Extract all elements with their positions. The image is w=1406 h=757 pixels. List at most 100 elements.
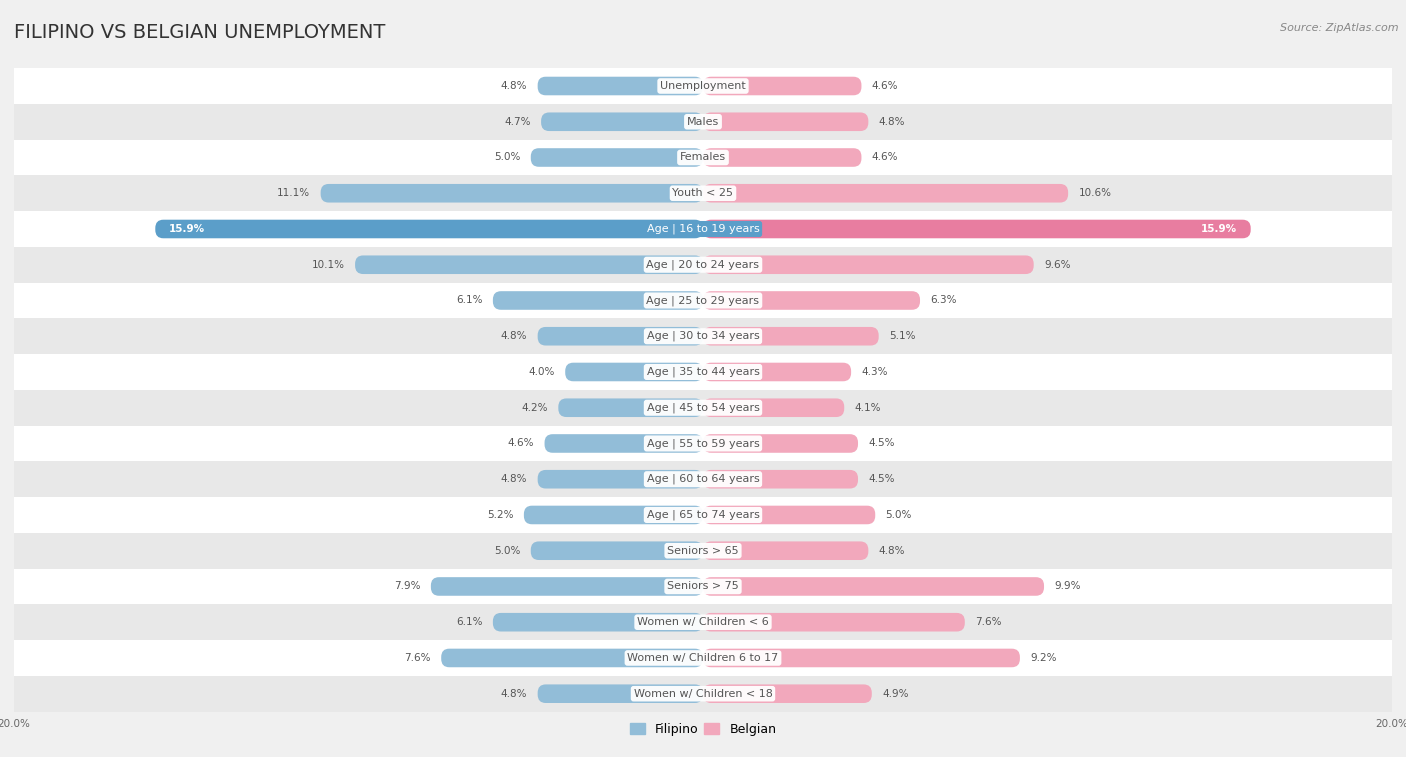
Text: 6.1%: 6.1% xyxy=(456,617,482,628)
Bar xyxy=(14,211,1392,247)
Text: 4.8%: 4.8% xyxy=(879,117,905,126)
Text: 4.8%: 4.8% xyxy=(501,689,527,699)
Bar xyxy=(14,425,1392,461)
Text: 10.1%: 10.1% xyxy=(312,260,344,269)
Text: 15.9%: 15.9% xyxy=(169,224,205,234)
Text: 4.9%: 4.9% xyxy=(882,689,908,699)
Text: Age | 65 to 74 years: Age | 65 to 74 years xyxy=(647,509,759,520)
FancyBboxPatch shape xyxy=(537,327,703,345)
Text: 5.0%: 5.0% xyxy=(494,152,520,163)
Text: 9.6%: 9.6% xyxy=(1045,260,1070,269)
FancyBboxPatch shape xyxy=(703,327,879,345)
FancyBboxPatch shape xyxy=(703,220,1251,238)
Text: 4.8%: 4.8% xyxy=(501,332,527,341)
Text: Seniors > 75: Seniors > 75 xyxy=(666,581,740,591)
Bar xyxy=(14,282,1392,319)
Text: 5.1%: 5.1% xyxy=(889,332,915,341)
Text: Age | 55 to 59 years: Age | 55 to 59 years xyxy=(647,438,759,449)
Text: 9.9%: 9.9% xyxy=(1054,581,1081,591)
Text: 4.0%: 4.0% xyxy=(529,367,555,377)
Text: 4.8%: 4.8% xyxy=(501,81,527,91)
Text: Youth < 25: Youth < 25 xyxy=(672,188,734,198)
Text: 4.3%: 4.3% xyxy=(862,367,889,377)
Text: 4.7%: 4.7% xyxy=(505,117,531,126)
FancyBboxPatch shape xyxy=(703,470,858,488)
FancyBboxPatch shape xyxy=(541,113,703,131)
Bar xyxy=(14,604,1392,640)
FancyBboxPatch shape xyxy=(321,184,703,203)
FancyBboxPatch shape xyxy=(703,613,965,631)
FancyBboxPatch shape xyxy=(531,541,703,560)
Bar xyxy=(14,104,1392,139)
Bar xyxy=(14,676,1392,712)
FancyBboxPatch shape xyxy=(703,435,858,453)
FancyBboxPatch shape xyxy=(703,148,862,167)
Text: 4.6%: 4.6% xyxy=(508,438,534,448)
Text: Age | 60 to 64 years: Age | 60 to 64 years xyxy=(647,474,759,484)
FancyBboxPatch shape xyxy=(494,291,703,310)
Text: 7.6%: 7.6% xyxy=(405,653,430,663)
FancyBboxPatch shape xyxy=(703,506,875,525)
FancyBboxPatch shape xyxy=(703,255,1033,274)
FancyBboxPatch shape xyxy=(494,613,703,631)
FancyBboxPatch shape xyxy=(356,255,703,274)
Text: 7.9%: 7.9% xyxy=(394,581,420,591)
Text: 4.5%: 4.5% xyxy=(869,474,894,484)
Text: FILIPINO VS BELGIAN UNEMPLOYMENT: FILIPINO VS BELGIAN UNEMPLOYMENT xyxy=(14,23,385,42)
FancyBboxPatch shape xyxy=(531,148,703,167)
Bar xyxy=(14,497,1392,533)
Text: 4.8%: 4.8% xyxy=(501,474,527,484)
Text: Age | 30 to 34 years: Age | 30 to 34 years xyxy=(647,331,759,341)
FancyBboxPatch shape xyxy=(524,506,703,525)
Text: 4.6%: 4.6% xyxy=(872,81,898,91)
Text: 15.9%: 15.9% xyxy=(1201,224,1237,234)
FancyBboxPatch shape xyxy=(703,398,844,417)
Bar xyxy=(14,247,1392,282)
FancyBboxPatch shape xyxy=(544,435,703,453)
Bar xyxy=(14,354,1392,390)
Text: 4.1%: 4.1% xyxy=(855,403,882,413)
Text: Women w/ Children < 18: Women w/ Children < 18 xyxy=(634,689,772,699)
Text: 4.5%: 4.5% xyxy=(869,438,894,448)
Text: 11.1%: 11.1% xyxy=(277,188,311,198)
FancyBboxPatch shape xyxy=(558,398,703,417)
FancyBboxPatch shape xyxy=(537,684,703,703)
Text: 5.0%: 5.0% xyxy=(886,510,912,520)
FancyBboxPatch shape xyxy=(155,220,703,238)
Bar xyxy=(14,533,1392,569)
Text: Age | 35 to 44 years: Age | 35 to 44 years xyxy=(647,366,759,377)
Text: Females: Females xyxy=(681,152,725,163)
Text: Age | 20 to 24 years: Age | 20 to 24 years xyxy=(647,260,759,270)
Text: Males: Males xyxy=(688,117,718,126)
FancyBboxPatch shape xyxy=(441,649,703,667)
FancyBboxPatch shape xyxy=(430,577,703,596)
Bar xyxy=(14,461,1392,497)
FancyBboxPatch shape xyxy=(537,76,703,95)
Text: 6.1%: 6.1% xyxy=(456,295,482,306)
Bar xyxy=(14,68,1392,104)
FancyBboxPatch shape xyxy=(703,113,869,131)
FancyBboxPatch shape xyxy=(703,541,869,560)
FancyBboxPatch shape xyxy=(703,76,862,95)
Text: Unemployment: Unemployment xyxy=(661,81,745,91)
FancyBboxPatch shape xyxy=(703,291,920,310)
Text: Women w/ Children 6 to 17: Women w/ Children 6 to 17 xyxy=(627,653,779,663)
Text: 6.3%: 6.3% xyxy=(931,295,957,306)
Text: 9.2%: 9.2% xyxy=(1031,653,1057,663)
Text: 5.0%: 5.0% xyxy=(494,546,520,556)
Bar xyxy=(14,319,1392,354)
FancyBboxPatch shape xyxy=(703,184,1069,203)
FancyBboxPatch shape xyxy=(703,684,872,703)
FancyBboxPatch shape xyxy=(537,470,703,488)
Text: 4.8%: 4.8% xyxy=(879,546,905,556)
Text: Age | 45 to 54 years: Age | 45 to 54 years xyxy=(647,403,759,413)
Text: Women w/ Children < 6: Women w/ Children < 6 xyxy=(637,617,769,628)
Text: Seniors > 65: Seniors > 65 xyxy=(668,546,738,556)
Bar xyxy=(14,569,1392,604)
Bar xyxy=(14,176,1392,211)
Text: Age | 16 to 19 years: Age | 16 to 19 years xyxy=(647,224,759,234)
Bar xyxy=(14,640,1392,676)
Text: 7.6%: 7.6% xyxy=(976,617,1001,628)
Text: Source: ZipAtlas.com: Source: ZipAtlas.com xyxy=(1281,23,1399,33)
FancyBboxPatch shape xyxy=(703,363,851,382)
